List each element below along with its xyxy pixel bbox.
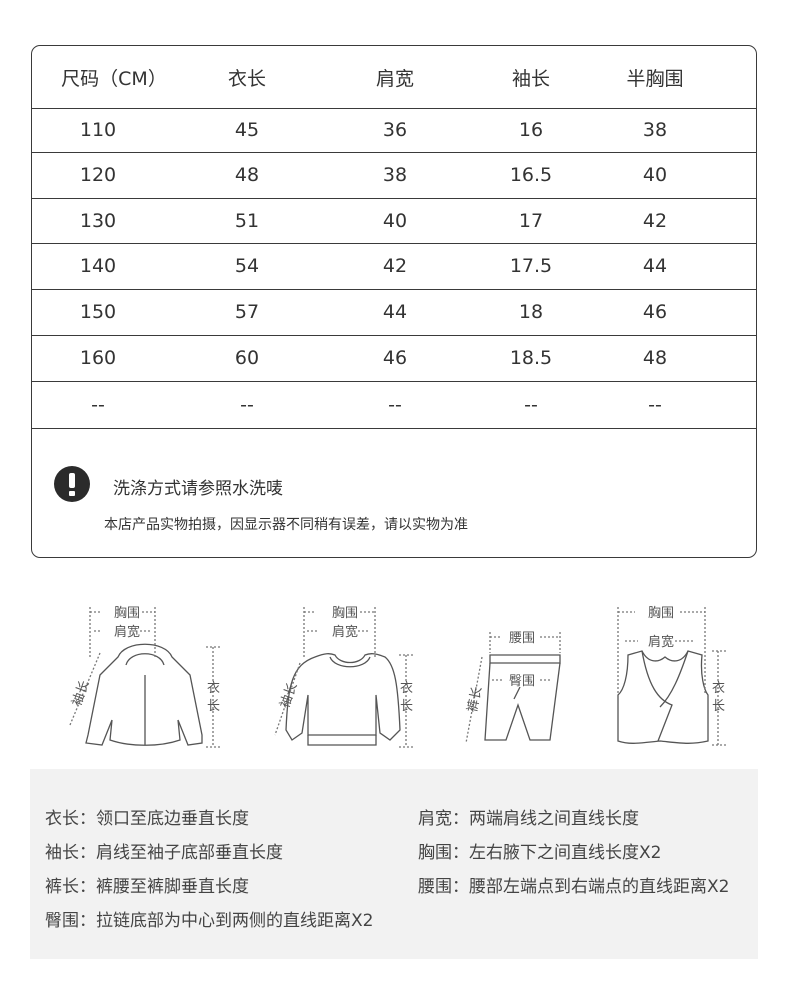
table-cell: 46 — [382, 347, 408, 369]
disclaimer: 本店产品实物拍摄，因显示器不同稍有误差，请以实物为准 — [104, 517, 468, 533]
definition-left: 臀围：拉链底部为中心到两侧的直线距离X2 — [45, 911, 374, 931]
table-cell: 110 — [79, 119, 117, 141]
jacket-chest-label: 胸围 — [114, 606, 140, 621]
table-cell: 45 — [234, 119, 260, 141]
definition-left: 衣长：领口至底边垂直长度 — [45, 809, 249, 829]
table-cell: 17.5 — [509, 255, 553, 277]
sweater-sleeve-label: 袖长 — [278, 681, 301, 711]
header-size: 尺码（CM） — [61, 67, 167, 90]
table-row: 140 54 42 17.5 44 — [32, 243, 756, 290]
wash-instruction: 洗涤方式请参照水洗唛 — [113, 479, 283, 499]
table-cell: 44 — [642, 255, 668, 277]
table-cell: -- — [91, 393, 105, 416]
table-cell: 140 — [79, 255, 117, 277]
table-row: 160 60 46 18.5 48 — [32, 335, 756, 382]
jacket-length-label-2: 长 — [207, 699, 220, 714]
table-cell: 51 — [234, 209, 260, 232]
size-chart-card: 尺码（CM） 衣长 肩宽 袖长 半胸围 110 45 36 16 38 120 48 38 16… — [31, 45, 757, 558]
table-cell: 17 — [518, 209, 544, 232]
table-cell: -- — [524, 393, 538, 416]
sweater-shoulder-label: 肩宽 — [332, 624, 358, 640]
vest-length-label-2: 长 — [712, 699, 725, 714]
vest-chest-label: 胸围 — [648, 606, 674, 621]
table-row: 130 51 40 17 42 — [32, 198, 756, 244]
pants-hip-label: 臀围 — [509, 674, 535, 689]
table-cell: 48 — [234, 164, 260, 186]
header-half-chest: 半胸围 — [626, 67, 684, 90]
definition-left: 袖长：肩线至袖子底部垂直长度 — [45, 843, 283, 863]
vest-illustration: 胸围 肩宽 衣 长 — [617, 606, 726, 746]
table-cell: 40 — [382, 209, 408, 232]
exclamation-circle-icon — [54, 466, 90, 502]
pants-waist-label: 腰围 — [509, 631, 535, 646]
table-cell: 60 — [234, 347, 260, 369]
table-row: 150 57 44 18 46 — [32, 289, 756, 336]
table-cell: 48 — [642, 347, 668, 369]
table-cell: 18 — [518, 301, 544, 323]
table-cell: 160 — [79, 347, 117, 369]
table-cell: 130 — [79, 209, 117, 232]
sweater-illustration: 胸围 肩宽 袖长 衣 长 — [274, 606, 413, 748]
jacket-length-label-1: 衣 — [207, 680, 220, 696]
table-cell: 38 — [642, 119, 668, 141]
sweater-chest-label: 胸围 — [332, 606, 358, 621]
table-cell: 42 — [382, 255, 408, 277]
header-length: 衣长 — [227, 67, 267, 90]
definition-right: 腰围：腰部左端点到右端点的直线距离X2 — [418, 877, 730, 897]
table-row: 120 48 38 16.5 40 — [32, 152, 756, 199]
table-cell: -- — [240, 393, 254, 416]
vest-shoulder-label: 肩宽 — [648, 634, 674, 650]
table-cell: 36 — [382, 119, 408, 141]
pants-illustration: 腰围 臀围 裤长 — [465, 631, 561, 744]
table-cell: -- — [388, 393, 402, 416]
table-cell: 18.5 — [509, 347, 553, 369]
header-sleeve: 袖长 — [511, 67, 551, 90]
table-cell: 38 — [382, 164, 408, 186]
table-row: -- -- -- -- -- — [32, 381, 756, 429]
table-cell: 44 — [382, 301, 408, 323]
table-cell: 57 — [234, 301, 260, 323]
definition-right: 胸围：左右腋下之间直线长度X2 — [418, 843, 662, 863]
sweater-length-label-1: 衣 — [400, 680, 413, 696]
table-cell: 120 — [79, 164, 117, 186]
table-cell: 40 — [642, 164, 668, 186]
table-cell: 16 — [518, 119, 544, 141]
jacket-illustration: 胸围 肩宽 袖长 衣 长 — [69, 606, 220, 748]
table-header-row: 尺码（CM） 衣长 肩宽 袖长 半胸围 — [32, 46, 756, 109]
definition-left: 裤长：裤腰至裤脚垂直长度 — [45, 877, 249, 897]
header-shoulder: 肩宽 — [375, 67, 415, 90]
table-row: 110 45 36 16 38 — [32, 108, 756, 153]
sweater-length-label-2: 长 — [400, 699, 413, 714]
table-cell: -- — [648, 393, 662, 416]
table-cell: 16.5 — [509, 164, 553, 186]
jacket-shoulder-label: 肩宽 — [114, 624, 140, 640]
table-cell: 46 — [642, 301, 668, 323]
table-cell: 54 — [234, 255, 260, 277]
jacket-sleeve-label: 袖长 — [70, 679, 93, 709]
vest-length-label-1: 衣 — [712, 680, 725, 696]
table-cell: 150 — [79, 301, 117, 323]
measurement-illustrations: 胸围 肩宽 袖长 衣 长 胸围 肩宽 袖长 衣 长 — [30, 595, 760, 760]
measurement-definitions: 衣长：领口至底边垂直长度 袖长：肩线至袖子底部垂直长度 裤长：裤腰至裤脚垂直长度… — [30, 769, 758, 959]
definition-right: 肩宽：两端肩线之间直线长度 — [418, 809, 639, 829]
pants-length-label: 裤长 — [465, 685, 485, 714]
table-cell: 42 — [642, 209, 668, 232]
